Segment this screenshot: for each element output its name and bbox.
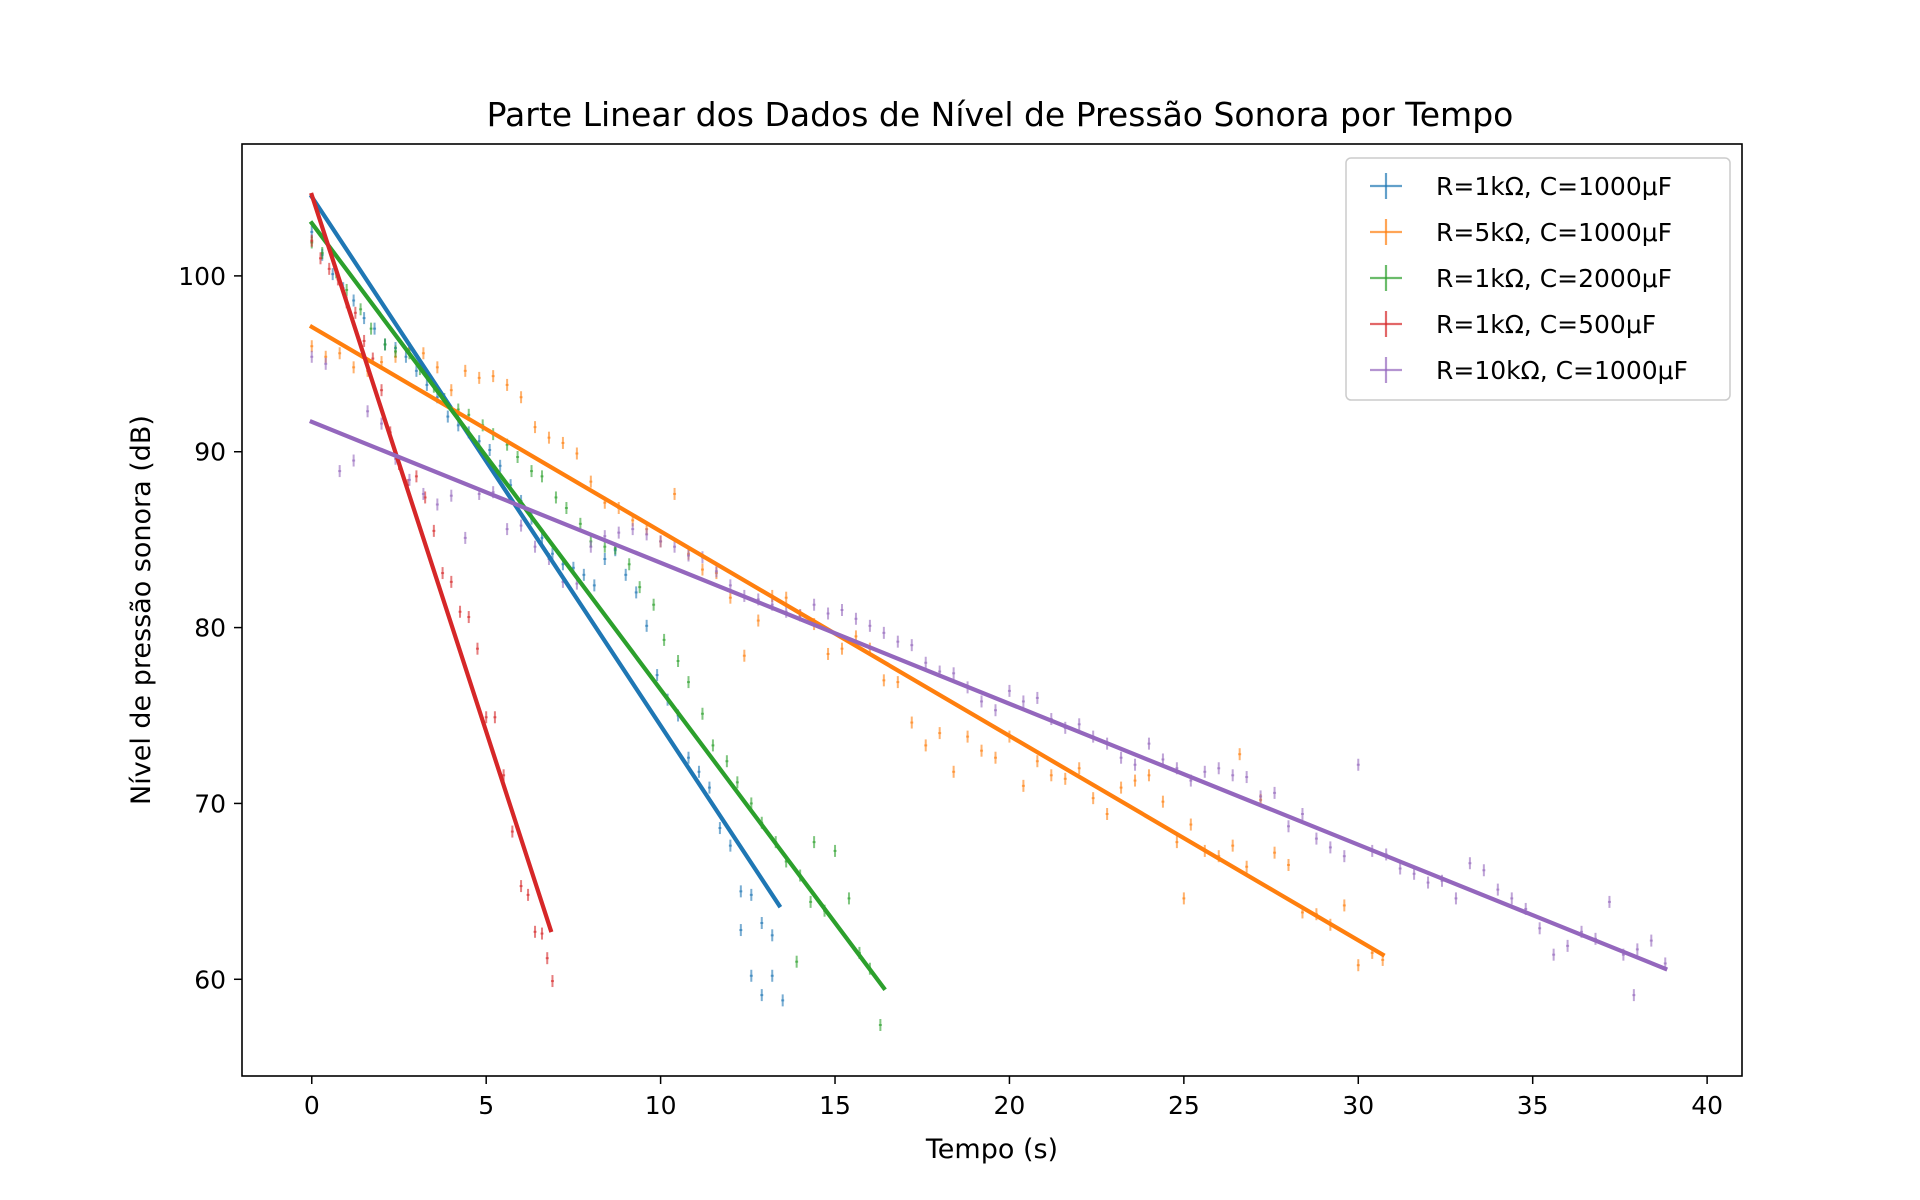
y-tick-label: 60 — [194, 965, 226, 994]
fit-line-1 — [308, 193, 783, 909]
x-tick-label: 0 — [304, 1091, 320, 1120]
legend-entry: R=10kΩ, C=1000μF — [1370, 356, 1688, 385]
x-tick-label: 5 — [478, 1091, 494, 1120]
x-tick-label: 25 — [1168, 1091, 1200, 1120]
y-tick-label: 70 — [194, 789, 226, 818]
legend-entry: R=1kΩ, C=500μF — [1370, 310, 1656, 339]
legend-label: R=1kΩ, C=1000μF — [1436, 172, 1672, 201]
legend-entry: R=5kΩ, C=1000μF — [1370, 218, 1672, 247]
plot-area — [241, 143, 1743, 1077]
y-axis-ticks: 60 70 80 90 100 — [178, 262, 242, 994]
fit-line-5 — [309, 419, 1668, 972]
x-tick-label: 40 — [1691, 1091, 1723, 1120]
y-tick-label: 80 — [194, 614, 226, 643]
x-tick-label: 30 — [1342, 1091, 1374, 1120]
legend-label: R=1kΩ, C=500μF — [1436, 310, 1656, 339]
y-tick-label: 90 — [194, 438, 226, 467]
legend-label: R=10kΩ, C=1000μF — [1436, 356, 1688, 385]
y-tick-label: 100 — [178, 262, 226, 291]
legend-box — [1345, 157, 1731, 401]
x-axis-label: Tempo (s) — [925, 1134, 1058, 1165]
legend-items: R=1kΩ, C=1000μF R=5kΩ, C=1000μF R=1kΩ, C=2… — [1370, 172, 1688, 385]
x-tick-label: 35 — [1517, 1091, 1549, 1120]
y-axis-label: Nível de pressão sonora (dB) — [126, 415, 157, 805]
legend: R=1kΩ, C=1000μF R=5kΩ, C=1000μF R=1kΩ, C=2… — [1345, 157, 1731, 401]
legend-label: R=5kΩ, C=1000μF — [1436, 218, 1672, 247]
x-axis-ticks: 0 5 10 15 20 25 30 35 40 — [304, 1076, 1723, 1120]
x-tick-label: 10 — [645, 1091, 677, 1120]
legend-entry: R=1kΩ, C=1000μF — [1370, 172, 1672, 201]
series-points-5 — [310, 350, 1667, 1002]
fit-line-2 — [308, 324, 1386, 958]
fit-line-4 — [309, 192, 554, 933]
legend-label: R=1kΩ, C=2000μF — [1436, 264, 1672, 293]
legend-entry: R=1kΩ, C=2000μF — [1370, 264, 1672, 293]
x-tick-label: 15 — [819, 1091, 851, 1120]
fit-line-3 — [308, 220, 887, 992]
x-tick-label: 20 — [994, 1091, 1026, 1120]
chart-title: Parte Linear dos Dados de Nível de Press… — [487, 95, 1514, 134]
axes-frame — [241, 143, 1743, 1077]
fit-lines — [308, 192, 1668, 992]
